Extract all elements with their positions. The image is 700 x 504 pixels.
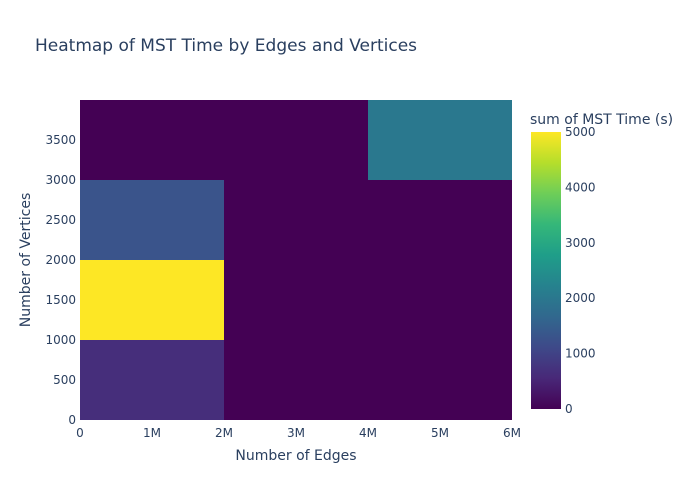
heatmap-cell (80, 260, 224, 340)
x-tick-label: 6M (503, 426, 521, 440)
colorbar-title: sum of MST Time (s) (530, 112, 673, 128)
y-tick-label: 0 (68, 413, 76, 427)
colorbar-tick-label: 2000 (565, 291, 596, 305)
colorbar-tick-label: 3000 (565, 236, 596, 250)
colorbar-tick-label: 1000 (565, 347, 596, 361)
colorbar-tick-label: 0 (565, 402, 573, 416)
heatmap-cell (368, 100, 512, 180)
x-tick-label: 5M (431, 426, 449, 440)
y-axis-ticks: 0 500 1000 1500 2000 2500 3000 3500 (45, 133, 76, 427)
y-axis-label: Number of Vertices (18, 193, 34, 327)
y-tick-label: 3000 (45, 173, 76, 187)
heatmap-cell (80, 340, 224, 420)
heatmap-cell (224, 100, 368, 180)
x-axis-label: Number of Edges (235, 448, 356, 464)
x-tick-label: 4M (359, 426, 377, 440)
y-tick-label: 1500 (45, 293, 76, 307)
heatmap-cell (80, 180, 224, 260)
x-tick-label: 1M (143, 426, 161, 440)
y-tick-label: 2500 (45, 213, 76, 227)
x-tick-label: 2M (215, 426, 233, 440)
x-tick-label: 0 (76, 426, 84, 440)
colorbar-tick-label: 5000 (565, 125, 596, 139)
y-tick-label: 500 (53, 373, 76, 387)
heatmap-cell (224, 260, 368, 340)
heatmap-cell (224, 180, 368, 260)
y-tick-label: 3500 (45, 133, 76, 147)
heatmap-cell (368, 180, 512, 260)
heatmap-cell (368, 260, 512, 340)
heatmap-cell (224, 340, 368, 420)
x-axis-ticks: 0 1M 2M 3M 4M 5M 6M (76, 426, 521, 440)
x-tick-label: 3M (287, 426, 305, 440)
y-tick-label: 1000 (45, 333, 76, 347)
colorbar-ticks: 0 1000 2000 3000 4000 5000 (565, 125, 596, 416)
colorbar-tick-label: 4000 (565, 180, 596, 194)
y-tick-label: 2000 (45, 253, 76, 267)
chart-title: Heatmap of MST Time by Edges and Vertice… (35, 36, 417, 56)
colorbar (531, 132, 561, 409)
heatmap-cell (80, 100, 224, 180)
heatmap-cell (368, 340, 512, 420)
heatmap-cells (80, 100, 512, 420)
